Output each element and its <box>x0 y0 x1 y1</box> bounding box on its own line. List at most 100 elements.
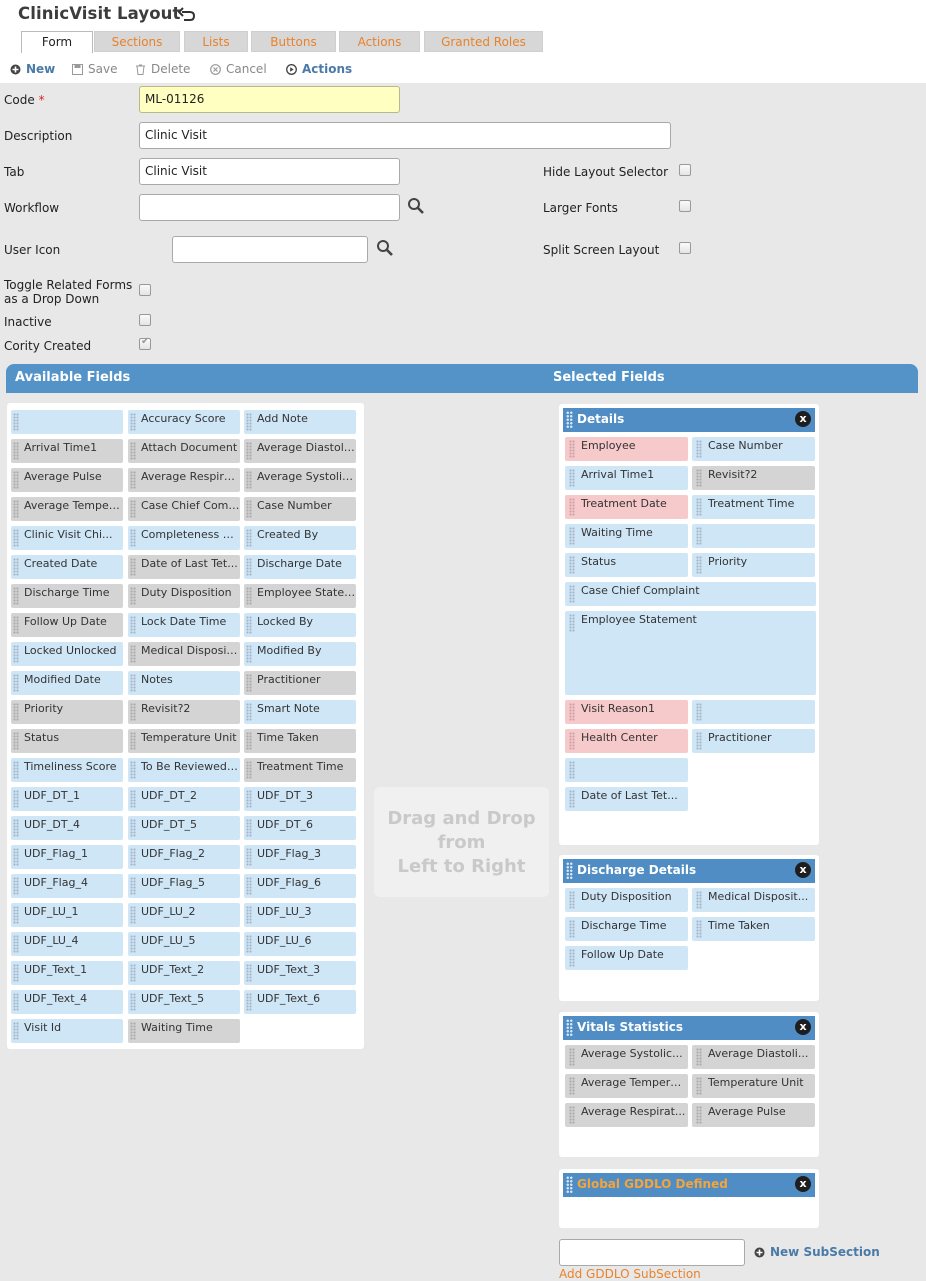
available-field-chip[interactable]: Average Respirat... <box>128 468 240 492</box>
selected-field-chip[interactable]: Employee Statement <box>565 611 816 695</box>
selected-field-chip[interactable]: Priority <box>692 553 815 577</box>
available-field-chip[interactable]: Modified By <box>244 642 356 666</box>
selected-field-chip[interactable]: Visit Reason1 <box>565 700 688 724</box>
available-field-chip[interactable]: UDF_Text_5 <box>128 990 240 1014</box>
available-field-chip[interactable]: Case Chief Compl... <box>128 497 240 521</box>
available-field-chip[interactable]: UDF_Flag_5 <box>128 874 240 898</box>
available-field-chip[interactable]: UDF_LU_6 <box>244 932 356 956</box>
available-field-chip[interactable]: Duty Disposition <box>128 584 240 608</box>
available-field-chip[interactable]: Arrival Time1 <box>11 439 123 463</box>
available-field-chip[interactable]: Visit Id <box>11 1019 123 1043</box>
selected-field-chip[interactable]: Average Systolic... <box>565 1045 688 1069</box>
undo-icon[interactable] <box>176 7 196 25</box>
tab-buttons[interactable]: Buttons <box>251 31 336 52</box>
available-field-chip[interactable]: UDF_Flag_6 <box>244 874 356 898</box>
selected-field-chip[interactable]: Case Number <box>692 437 815 461</box>
selected-field-chip[interactable]: Average Temperat... <box>565 1074 688 1098</box>
selected-field-chip[interactable] <box>692 524 815 548</box>
selected-field-chip[interactable]: Treatment Time <box>692 495 815 519</box>
available-field-chip[interactable]: Time Taken <box>244 729 356 753</box>
selected-field-chip[interactable]: Status <box>565 553 688 577</box>
section-details-header[interactable]: Details x <box>563 408 815 432</box>
available-field-chip[interactable]: UDF_Text_4 <box>11 990 123 1014</box>
available-field-chip[interactable]: UDF_DT_5 <box>128 816 240 840</box>
available-field-chip[interactable]: Priority <box>11 700 123 724</box>
available-field-chip[interactable]: UDF_DT_3 <box>244 787 356 811</box>
available-field-chip[interactable]: Timeliness Score <box>11 758 123 782</box>
selected-field-chip[interactable]: Revisit?2 <box>692 466 815 490</box>
user-icon-search-icon[interactable] <box>376 239 394 257</box>
available-field-chip[interactable]: Medical Disposit... <box>128 642 240 666</box>
inactive-checkbox[interactable] <box>139 314 151 326</box>
new-subsection-button[interactable]: New SubSection <box>754 1245 880 1259</box>
workflow-input[interactable] <box>139 194 400 221</box>
close-icon[interactable]: x <box>795 862 811 878</box>
selected-field-chip[interactable]: Average Pulse <box>692 1103 815 1127</box>
selected-field-chip[interactable]: Waiting Time <box>565 524 688 548</box>
available-field-chip[interactable]: Average Pulse <box>11 468 123 492</box>
available-field-chip[interactable]: UDF_DT_4 <box>11 816 123 840</box>
available-field-chip[interactable]: Average Temperat... <box>11 497 123 521</box>
new-subsection-input[interactable] <box>559 1239 745 1266</box>
available-field-chip[interactable]: UDF_Text_2 <box>128 961 240 985</box>
selected-field-chip[interactable]: Temperature Unit <box>692 1074 815 1098</box>
available-field-chip[interactable]: UDF_Text_1 <box>11 961 123 985</box>
delete-button[interactable]: Delete <box>135 61 190 77</box>
available-field-chip[interactable]: UDF_Text_6 <box>244 990 356 1014</box>
available-field-chip[interactable]: Follow Up Date <box>11 613 123 637</box>
selected-field-chip[interactable]: Duty Disposition <box>565 888 688 912</box>
toggle-related-checkbox[interactable] <box>139 284 151 296</box>
available-field-chip[interactable]: Clinic Visit Chi... <box>11 526 123 550</box>
selected-field-chip[interactable]: Case Chief Complaint <box>565 582 816 606</box>
available-field-chip[interactable]: Smart Note <box>244 700 356 724</box>
available-field-chip[interactable]: UDF_DT_2 <box>128 787 240 811</box>
selected-field-chip[interactable]: Time Taken <box>692 917 815 941</box>
tab-sections[interactable]: Sections <box>94 31 180 52</box>
available-field-chip[interactable]: UDF_Flag_4 <box>11 874 123 898</box>
selected-field-chip[interactable] <box>692 700 815 724</box>
available-field-chip[interactable]: Waiting Time <box>128 1019 240 1043</box>
close-icon[interactable]: x <box>795 1176 811 1192</box>
available-field-chip[interactable]: Completeness Sco... <box>128 526 240 550</box>
available-field-chip[interactable]: Attach Document <box>128 439 240 463</box>
available-field-chip[interactable]: Discharge Date <box>244 555 356 579</box>
tab-actions[interactable]: Actions <box>339 31 420 52</box>
available-field-chip[interactable]: Created By <box>244 526 356 550</box>
selected-field-chip[interactable]: Employee <box>565 437 688 461</box>
tab-lists[interactable]: Lists <box>184 31 248 52</box>
available-field-chip[interactable] <box>11 410 123 434</box>
available-field-chip[interactable]: UDF_LU_2 <box>128 903 240 927</box>
available-field-chip[interactable]: Notes <box>128 671 240 695</box>
tab-input[interactable]: Clinic Visit <box>139 158 400 185</box>
code-input[interactable]: ML-01126 <box>139 86 400 113</box>
selected-field-chip[interactable] <box>565 758 688 782</box>
selected-field-chip[interactable]: Average Respirat... <box>565 1103 688 1127</box>
available-field-chip[interactable]: UDF_DT_1 <box>11 787 123 811</box>
save-button[interactable]: Save <box>72 61 117 77</box>
selected-field-chip[interactable]: Practitioner <box>692 729 815 753</box>
user-icon-input[interactable] <box>172 236 368 263</box>
larger-fonts-checkbox[interactable] <box>679 200 691 212</box>
available-field-chip[interactable]: Locked Unlocked <box>11 642 123 666</box>
available-field-chip[interactable]: Date of Last Tet... <box>128 555 240 579</box>
available-field-chip[interactable]: Discharge Time <box>11 584 123 608</box>
section-global-header[interactable]: Global GDDLO Defined x <box>563 1173 815 1197</box>
available-field-chip[interactable]: Temperature Unit <box>128 729 240 753</box>
available-field-chip[interactable]: Case Number <box>244 497 356 521</box>
available-field-chip[interactable]: UDF_DT_6 <box>244 816 356 840</box>
available-field-chip[interactable]: Status <box>11 729 123 753</box>
available-field-chip[interactable]: UDF_LU_3 <box>244 903 356 927</box>
tab-form[interactable]: Form <box>21 31 93 53</box>
split-screen-checkbox[interactable] <box>679 242 691 254</box>
available-field-chip[interactable]: UDF_LU_5 <box>128 932 240 956</box>
available-field-chip[interactable]: Average Systolic... <box>244 468 356 492</box>
available-field-chip[interactable]: Revisit?2 <box>128 700 240 724</box>
available-field-chip[interactable]: Add Note <box>244 410 356 434</box>
available-field-chip[interactable]: To Be Reviewed B... <box>128 758 240 782</box>
workflow-search-icon[interactable] <box>407 197 425 215</box>
drop-zone[interactable]: Drag and Drop from Left to Right <box>374 787 549 897</box>
available-field-chip[interactable]: Average Diastoli... <box>244 439 356 463</box>
selected-field-chip[interactable]: Health Center <box>565 729 688 753</box>
close-icon[interactable]: x <box>795 1019 811 1035</box>
available-field-chip[interactable]: UDF_Flag_1 <box>11 845 123 869</box>
